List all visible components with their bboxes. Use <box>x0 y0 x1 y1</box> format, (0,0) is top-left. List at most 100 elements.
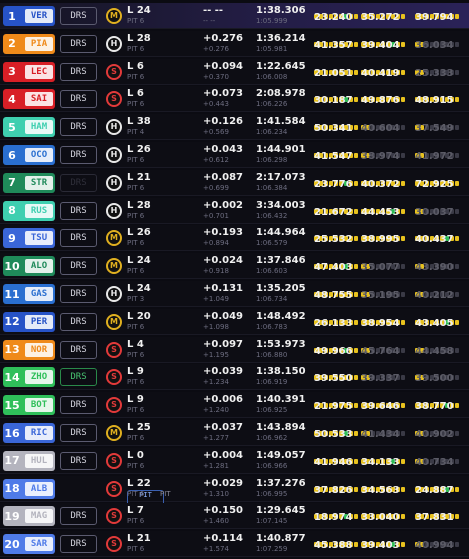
mini-sector-dot <box>334 458 338 464</box>
mini-sector-dot <box>366 236 370 242</box>
mini-sector-dot <box>401 236 405 242</box>
driver-row[interactable]: 19 MAG DRS S L 7 PIT 6 +0.150 +1.460 1:2… <box>0 503 469 530</box>
sector-1: 21.672 <box>314 199 364 219</box>
sector-time: 37.826 <box>314 484 353 496</box>
sector-2: 39.337 <box>361 365 411 385</box>
mini-sector-bar <box>361 393 411 409</box>
leader-gap: +1.195 <box>203 350 229 359</box>
mini-sector-dot <box>314 542 318 548</box>
sector-time: 41.547 <box>314 151 353 162</box>
mini-sector-dot <box>376 375 380 381</box>
sector-time: 45.764 <box>361 345 400 357</box>
mini-sector-dot <box>445 542 449 548</box>
mini-sector-dot <box>450 514 454 520</box>
mini-sector-bar <box>361 449 411 464</box>
mini-sector-dot <box>324 431 328 436</box>
mini-sector-dot <box>366 41 370 47</box>
driver-row[interactable]: 5 HAM DRS H L 38 PIT 4 +0.126 +0.569 1:4… <box>0 114 469 141</box>
mini-sector-dot <box>371 319 375 325</box>
mini-sector-dot <box>455 514 459 520</box>
driver-row[interactable]: 4 SAI DRS S L 6 PIT 6 +0.073 +0.443 2:08… <box>0 86 469 113</box>
mini-sector-dot <box>349 180 353 186</box>
mini-sector-dot <box>366 69 370 75</box>
driver-row[interactable]: 13 NOR DRS S L 4 PIT 6 +0.097 +1.195 1:5… <box>0 336 469 363</box>
driver-row[interactable]: 14 ZHO DRS S L 9 PIT 6 +0.039 +1.234 1:3… <box>0 364 469 391</box>
mini-sector-dot <box>381 208 385 214</box>
mini-sector-dot <box>339 403 343 409</box>
mini-sector-dot <box>334 125 338 131</box>
driver-row[interactable]: 11 GAS DRS H L 24 PIT 3 +0.131 +1.049 1:… <box>0 281 469 307</box>
mini-sector-dot <box>435 97 439 103</box>
mini-sector-dot <box>381 542 385 548</box>
mini-sector-dot <box>354 69 358 75</box>
mini-sector-bar <box>314 4 364 19</box>
position-badge: 1 VER <box>3 6 55 26</box>
mini-sector-dot <box>396 97 400 103</box>
mini-sector-dot <box>381 403 385 409</box>
tyre-lap-count: L 21 <box>127 533 151 545</box>
mini-sector-bar <box>361 504 411 520</box>
sector-3: 43.390 <box>415 254 465 274</box>
driver-row[interactable]: 2 PIA DRS H L 28 PIT 6 +0.276 +0.276 1:3… <box>0 30 469 57</box>
mini-sector-dot <box>319 180 323 186</box>
driver-row[interactable]: 17 HUL DRS S L 0 PIT 6 +0.004 +1.281 1:4… <box>0 447 469 474</box>
mini-sector-dot <box>420 292 424 297</box>
mini-sector-dot <box>329 375 333 381</box>
mini-sector-dot <box>386 41 390 47</box>
mini-sector-dot <box>314 236 318 242</box>
driver-row[interactable]: 6 OCO DRS H L 26 PIT 6 +0.043 +0.612 1:4… <box>0 142 469 168</box>
driver-row[interactable]: 15 BOT DRS S L 9 PIT 6 +0.006 +1.240 1:4… <box>0 392 469 419</box>
mini-sector-dot <box>386 292 390 297</box>
driver-code: ZHO <box>25 370 53 385</box>
mini-sector-dot <box>371 180 375 186</box>
best-lap-time: 1:06.734 <box>256 295 288 303</box>
sector-time: 35.195 <box>361 290 400 301</box>
tyre-lap-count: L 25 <box>127 422 151 433</box>
mini-sector-dot <box>319 514 323 520</box>
last-lap-time: 3:34.003 <box>256 199 306 211</box>
sector-2: 33.040 <box>361 504 411 524</box>
mini-sector-dot <box>349 486 353 492</box>
mini-sector-dot <box>376 347 380 353</box>
sector-time: 40.419 <box>361 67 400 79</box>
position-badge: 15 BOT <box>3 395 55 416</box>
driver-row[interactable]: 18 ALB PIT S L 22 PIT 6 PIT +0.029 +1.31… <box>0 475 469 508</box>
position-badge: 14 ZHO <box>3 367 55 388</box>
mini-sector-dot <box>354 41 358 47</box>
mini-sector-dot <box>334 41 338 47</box>
mini-sector-dot <box>371 431 375 436</box>
sector-3: 24.887 <box>415 477 465 497</box>
mini-sector-dot <box>415 14 419 19</box>
driver-row[interactable]: 7 STR DRS H L 21 PIT 6 +0.087 +0.699 2:1… <box>0 169 469 196</box>
mini-sector-dot <box>324 403 328 409</box>
mini-sector-dot <box>440 41 444 47</box>
sector-2: 41.434 <box>361 421 411 441</box>
driver-row[interactable]: 8 RUS DRS H L 28 PIT 6 +0.002 +0.701 3:3… <box>0 197 469 224</box>
mini-sector-dot <box>344 41 348 47</box>
driver-row[interactable]: 10 ALO DRS M L 24 PIT 6 +0.024 +0.918 1:… <box>0 253 469 280</box>
driver-row[interactable]: 20 SAR DRS S L 21 PIT 6 +0.114 +1.574 1:… <box>0 531 469 558</box>
mini-sector-dot <box>386 97 390 103</box>
sector-3: 40.734 <box>415 449 465 469</box>
mini-sector-dot <box>334 208 338 214</box>
mini-sector-dot <box>435 125 439 131</box>
position-number: 8 <box>8 204 16 218</box>
mini-sector-dot <box>445 14 449 19</box>
sector-1: 48.755 <box>314 282 364 302</box>
mini-sector-dot <box>425 153 429 158</box>
driver-row[interactable]: 1 VER DRS M L 24 PIT 6 -- -- -- -- 1:38.… <box>0 3 469 29</box>
mini-sector-dot <box>349 375 353 381</box>
position-badge: 18 ALB <box>3 478 55 499</box>
mini-sector-dot <box>391 347 395 353</box>
driver-row[interactable]: 9 TSU DRS M L 26 PIT 6 +0.193 +0.894 1:4… <box>0 225 469 252</box>
sector-2: 39.404 <box>361 32 411 52</box>
sector-time: 23.240 <box>314 12 353 23</box>
sector-3: 72.925 <box>415 171 465 191</box>
mini-sector-dot <box>371 542 375 548</box>
driver-row[interactable]: 12 PER DRS M L 20 PIT 6 +0.049 +1.098 1:… <box>0 308 469 335</box>
driver-row[interactable]: 3 LEC DRS S L 6 PIT 6 +0.094 +0.370 1:22… <box>0 58 469 85</box>
mini-sector-dot <box>349 542 353 548</box>
mini-sector-dot <box>440 69 444 75</box>
sector-time: 47.403 <box>314 262 353 274</box>
driver-row[interactable]: 16 RIC DRS M L 25 PIT 6 +0.037 +1.277 1:… <box>0 420 469 446</box>
